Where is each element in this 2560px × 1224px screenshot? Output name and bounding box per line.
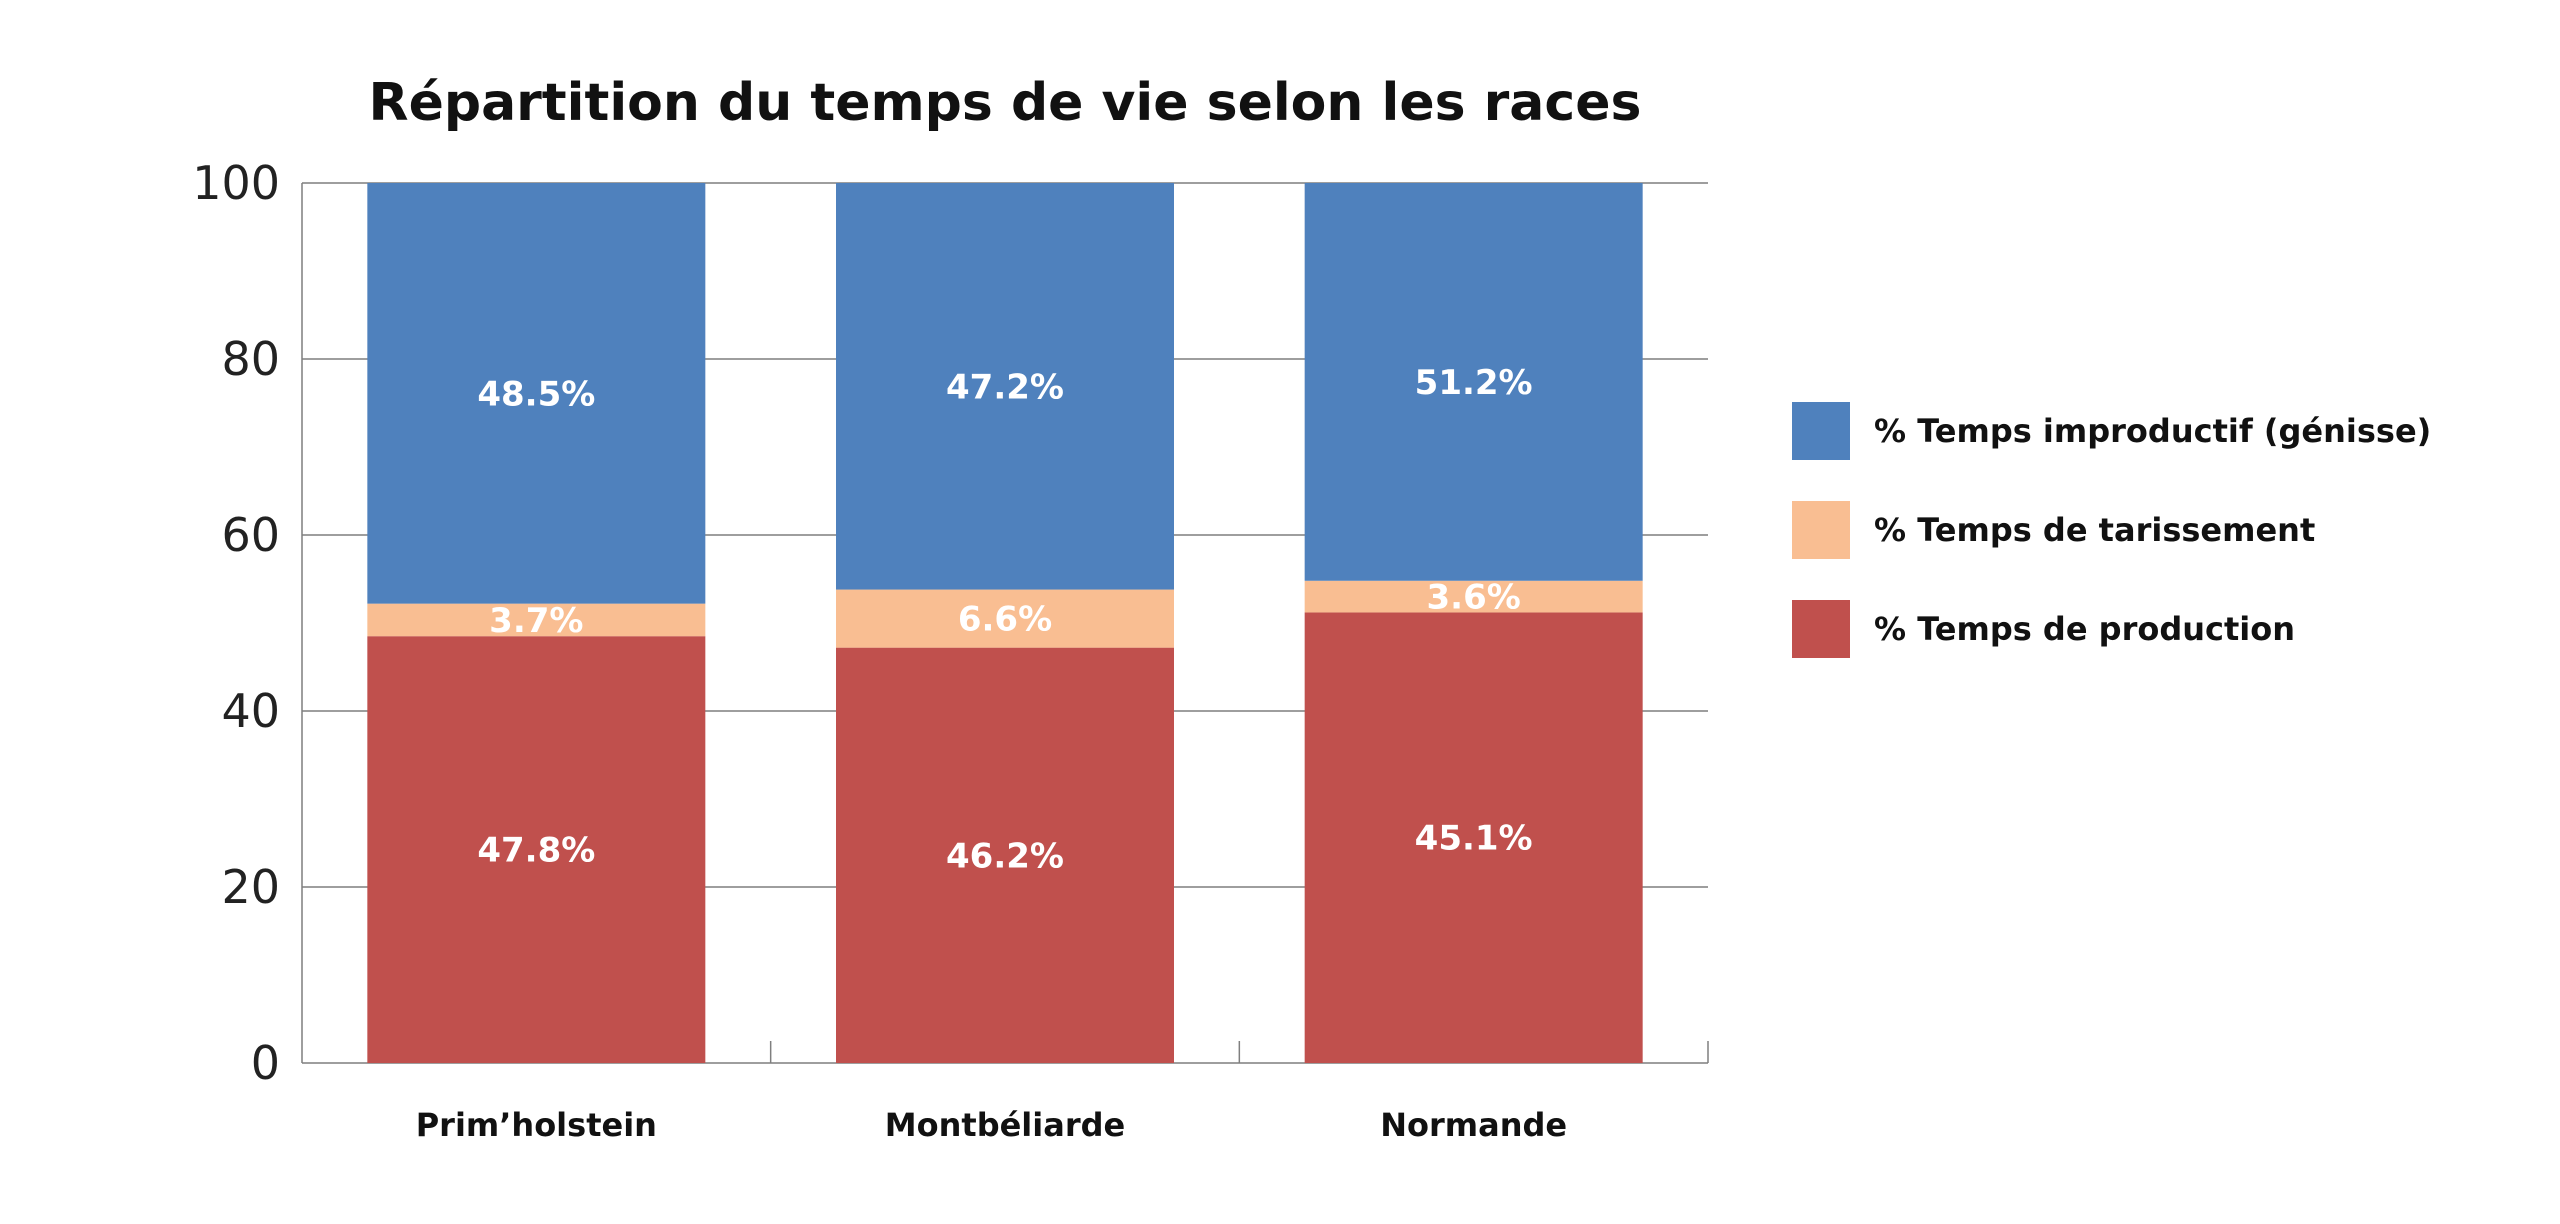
data-label: 47.8% [477, 831, 595, 871]
y-tick-label: 80 [221, 332, 280, 386]
y-tick-label: 40 [221, 684, 280, 738]
data-label: 46.2% [946, 836, 1064, 876]
category-label: Prim’holstein [416, 1106, 657, 1144]
bar-segment [1304, 183, 1643, 581]
bars [367, 183, 1643, 1063]
legend-swatch [1792, 402, 1850, 460]
category-label: Normande [1380, 1106, 1567, 1144]
legend-label: % Temps improductif (génisse) [1874, 412, 2431, 450]
legend-label: % Temps de tarissement [1874, 511, 2315, 549]
legend: % Temps improductif (génisse) % Temps de … [1792, 402, 2431, 658]
y-tick-label: 60 [221, 508, 280, 562]
data-label: 47.2% [946, 367, 1064, 407]
data-label: 51.2% [1415, 363, 1533, 403]
data-label: 6.6% [958, 600, 1052, 640]
bar-segment [367, 183, 706, 604]
data-labels: 47.8% 3.7% 48.5% 46.2% 6.6% 47.2% 45.1% 3.6% 51.… [477, 363, 1532, 876]
bar-segment [367, 636, 706, 1063]
data-label: 3.7% [489, 601, 583, 641]
data-label: 48.5% [477, 374, 595, 414]
category-label: Montbéliarde [885, 1106, 1125, 1144]
chart-title: Répartition du temps de vie selon les ra… [369, 73, 1642, 133]
bar-segment [836, 183, 1174, 590]
y-tick-label: 0 [251, 1036, 280, 1090]
legend-swatch [1792, 501, 1850, 559]
bar-segment [836, 589, 1174, 648]
legend-swatch [1792, 600, 1850, 658]
bar-segment [836, 647, 1174, 1063]
bar-segment [367, 603, 706, 637]
data-label: 45.1% [1415, 819, 1533, 859]
category-labels: Prim’holstein Montbéliarde Normande [416, 1106, 1567, 1144]
y-tick-label: 100 [192, 156, 280, 210]
data-label: 3.6% [1427, 578, 1521, 618]
bar-segment [1304, 580, 1643, 613]
bar-segment [1304, 612, 1643, 1063]
y-tick-label: 20 [221, 860, 280, 914]
legend-label: % Temps de production [1874, 610, 2295, 648]
